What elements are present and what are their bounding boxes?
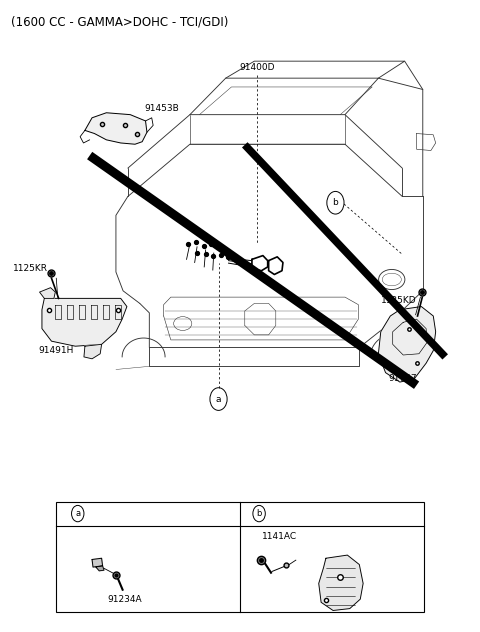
Polygon shape — [319, 555, 363, 611]
Text: a: a — [75, 509, 80, 518]
Polygon shape — [92, 558, 103, 567]
Text: 91491H: 91491H — [38, 346, 74, 355]
Polygon shape — [39, 288, 55, 298]
Text: b: b — [256, 509, 262, 518]
Text: 91453B: 91453B — [144, 104, 179, 113]
Text: 1141AC: 1141AC — [262, 532, 297, 542]
Text: b: b — [333, 198, 338, 207]
Text: 1125KD: 1125KD — [381, 296, 417, 305]
Polygon shape — [96, 566, 104, 571]
Text: 1125KR: 1125KR — [12, 264, 48, 273]
Text: 91234A: 91234A — [107, 595, 142, 604]
Polygon shape — [84, 344, 102, 359]
Text: 91400D: 91400D — [239, 63, 275, 72]
Polygon shape — [378, 307, 436, 382]
Text: 91747: 91747 — [388, 374, 417, 384]
Text: a: a — [216, 394, 221, 404]
Polygon shape — [85, 112, 147, 144]
Text: (1600 CC - GAMMA>DOHC - TCI/GDI): (1600 CC - GAMMA>DOHC - TCI/GDI) — [11, 15, 228, 28]
Polygon shape — [42, 298, 127, 346]
Bar — [56, 502, 424, 612]
